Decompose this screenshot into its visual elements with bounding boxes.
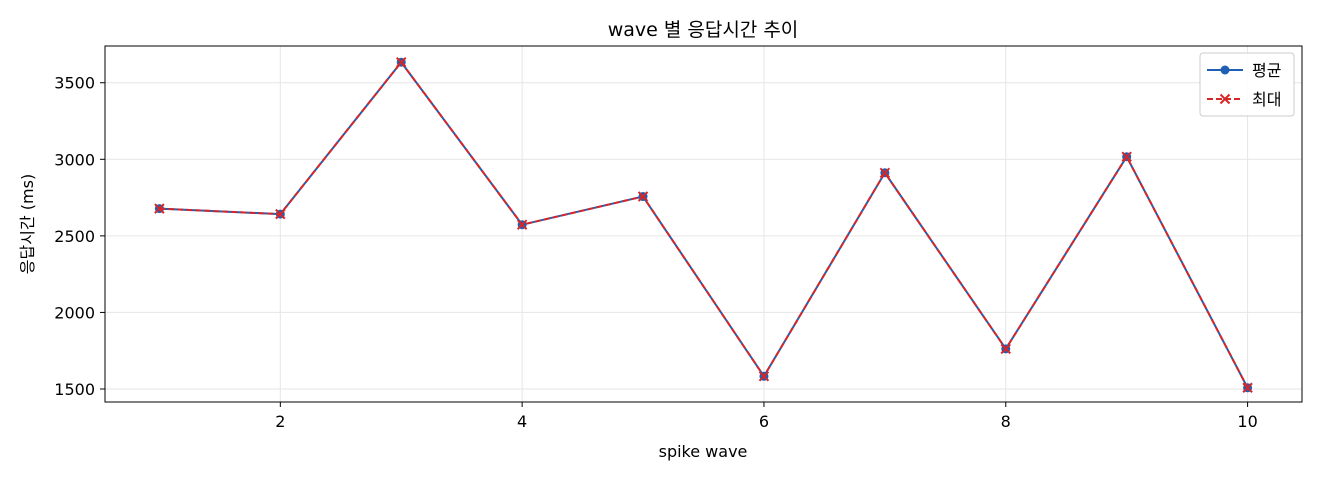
x-tick-label: 4 (517, 412, 527, 431)
point-max (516, 219, 528, 230)
y-tick-label: 1500 (54, 380, 95, 399)
point-max (879, 167, 891, 178)
point-max (1242, 382, 1253, 393)
y-tick-label: 3500 (54, 74, 95, 93)
x-tick-label: 6 (759, 412, 769, 431)
legend: 평균 최대 (1199, 52, 1295, 117)
point-max (637, 191, 649, 202)
point-max (275, 208, 286, 220)
axis-layer: 2 4 6 8 10 1500 2000 2500 3000 3500 (54, 74, 1257, 431)
point-max (758, 371, 770, 382)
legend-marker-avg (1220, 65, 1230, 75)
legend-marker-max (1219, 93, 1231, 105)
chart-title: wave 별 응답시간 추이 (608, 19, 799, 41)
y-tick-label: 2000 (54, 303, 95, 322)
x-tick-label: 2 (275, 412, 285, 431)
point-max (154, 203, 165, 214)
point-max (1121, 151, 1132, 162)
point-max (1000, 343, 1011, 355)
x-tick-label: 8 (1001, 412, 1011, 431)
x-tick-label: 10 (1237, 412, 1257, 431)
series-layer (154, 57, 1253, 393)
x-axis-title: spike wave (659, 442, 748, 461)
y-axis-title: 응답시간 (ms) (18, 174, 37, 274)
series-line-avg (159, 61, 1249, 389)
grid-layer (105, 46, 1302, 402)
series-line-max (159, 61, 1249, 389)
y-tick-label: 2500 (54, 227, 95, 246)
plot-frame (104, 45, 1303, 403)
legend-label-avg: 평균 (1252, 61, 1281, 80)
legend-label-max: 최대 (1252, 90, 1281, 109)
point-max (396, 57, 407, 68)
y-tick-label: 3000 (54, 150, 95, 169)
